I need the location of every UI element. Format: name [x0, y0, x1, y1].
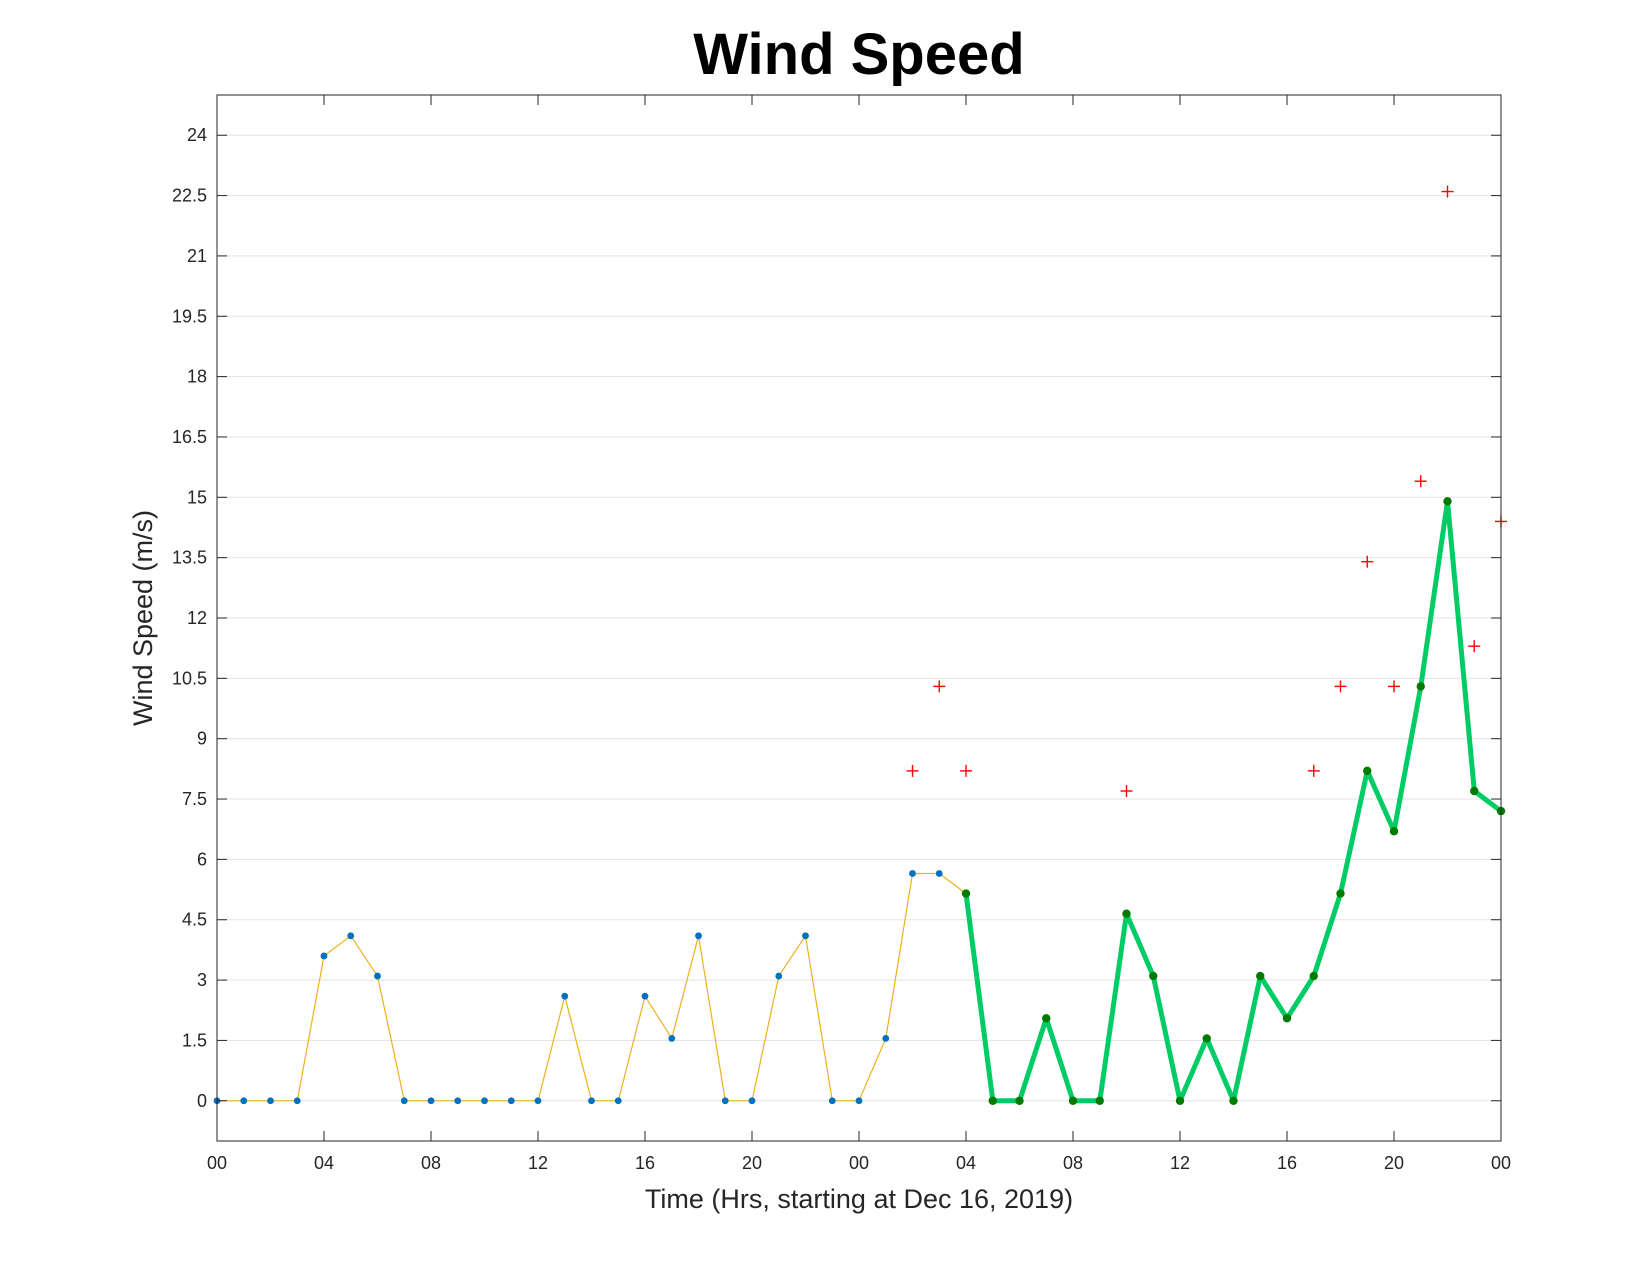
x-tick-label: 16	[1277, 1153, 1297, 1173]
y-tick-label: 16.5	[172, 427, 207, 447]
x-tick-label: 12	[1170, 1153, 1190, 1173]
y-tick-label: 22.5	[172, 186, 207, 206]
forecast-point-marker	[1470, 786, 1479, 796]
forecast-point-marker	[1282, 1014, 1292, 1023]
y-tick-label: 13.5	[172, 548, 207, 568]
observed-point-marker	[561, 992, 569, 1000]
x-tick-label: 08	[421, 1153, 441, 1173]
observed-point-marker	[427, 1097, 435, 1105]
forecast-point-marker	[1042, 1014, 1051, 1023]
x-tick-label: 00	[207, 1153, 227, 1173]
observed-point-marker	[748, 1097, 756, 1105]
observed-point-marker	[240, 1097, 248, 1105]
forecast-point-marker	[961, 889, 971, 898]
forecast-plus-marker	[906, 764, 919, 777]
x-axis-label: Time (Hrs, starting at Dec 16, 2019)	[645, 1184, 1073, 1214]
observed-point-marker	[454, 1097, 462, 1105]
observed-point-marker	[400, 1097, 408, 1105]
forecast-point-marker	[1443, 497, 1452, 506]
forecast-point-marker	[1336, 889, 1345, 898]
observed-point-marker	[614, 1097, 622, 1105]
y-tick-label: 4.5	[182, 910, 207, 930]
observed-point-marker	[668, 1035, 676, 1042]
forecast-point-marker	[988, 1096, 997, 1105]
chart-title: Wind Speed	[693, 22, 1024, 87]
forecast-plus-marker	[1307, 764, 1320, 777]
forecast-plus-marker	[1441, 185, 1454, 198]
forecast-point-marker	[1309, 971, 1318, 981]
y-tick-label: 1.5	[182, 1030, 207, 1050]
forecast-plus-marker	[1334, 680, 1347, 693]
observed-point-marker	[855, 1097, 863, 1105]
x-tick-label: 00	[849, 1153, 869, 1173]
forecast-point-marker	[1256, 971, 1265, 981]
observed-point-marker	[588, 1097, 595, 1105]
y-tick-label: 24	[187, 125, 207, 145]
series-layer	[213, 185, 1507, 1105]
y-tick-label: 19.5	[172, 306, 207, 326]
observed-point-marker	[347, 932, 355, 940]
observed-point-marker	[909, 870, 916, 877]
y-tick-label: 10.5	[172, 668, 207, 688]
x-tick-label: 04	[956, 1153, 976, 1173]
axis-ticks: 0 1.5 3 4.5 6 7.5 9 10.5 12 13.5 15 16.5 18 19.5 21 22.…	[172, 95, 1511, 1173]
forecast-point-marker	[1149, 971, 1158, 981]
y-tick-label: 12	[187, 608, 207, 628]
observed-point-marker	[935, 870, 943, 877]
x-tick-label: 00	[1491, 1153, 1511, 1173]
observed-point-marker	[293, 1097, 301, 1105]
observed-point-marker	[695, 932, 702, 940]
grid-lines	[217, 134, 1501, 1102]
forecast-plus-marker	[1120, 784, 1133, 797]
forecast-plus-marker	[1468, 640, 1481, 653]
observed-point-marker	[802, 932, 809, 940]
observed-point-marker	[641, 992, 649, 1000]
forecast-point-marker	[1202, 1034, 1211, 1043]
forecast-point-marker	[1363, 766, 1372, 776]
forecast-plus-marker	[960, 764, 972, 777]
y-tick-label: 15	[187, 487, 207, 507]
y-tick-label: 0	[197, 1091, 207, 1111]
observed-point-marker	[374, 972, 381, 980]
y-tick-label: 7.5	[182, 789, 207, 809]
observed-point-marker	[721, 1097, 729, 1105]
forecast-point-marker	[1015, 1096, 1024, 1105]
x-tick-label: 08	[1063, 1153, 1083, 1173]
observed-point-marker	[481, 1097, 488, 1105]
observed-point-marker	[828, 1097, 836, 1105]
forecast-point-marker	[1229, 1096, 1238, 1105]
y-tick-label: 18	[187, 367, 207, 387]
x-tick-label: 16	[635, 1153, 655, 1173]
observed-point-marker	[534, 1097, 542, 1105]
forecast-point-marker	[1068, 1096, 1078, 1105]
y-tick-label: 6	[197, 849, 207, 869]
forecast-plus-marker	[1361, 555, 1374, 568]
observed-point-marker	[882, 1035, 890, 1042]
forecast-point-marker	[1095, 1096, 1104, 1105]
x-tick-label: 12	[528, 1153, 548, 1173]
forecast-plus-marker	[1414, 475, 1427, 488]
y-tick-label: 3	[197, 970, 207, 990]
forecast-point-marker	[1122, 909, 1131, 918]
y-axis-label: Wind Speed (m/s)	[128, 510, 158, 726]
forecast-plus-marker	[1388, 680, 1400, 693]
observed-point-marker	[320, 952, 328, 960]
y-tick-label: 21	[187, 246, 207, 266]
observed-point-marker	[507, 1097, 515, 1105]
forecast-point-marker	[1175, 1096, 1185, 1105]
observed-point-marker	[267, 1097, 274, 1105]
forecast-point-marker	[1416, 682, 1425, 691]
forecast-plus-marker	[933, 680, 946, 693]
x-tick-label: 04	[314, 1153, 334, 1173]
x-tick-label: 20	[742, 1153, 762, 1173]
y-tick-label: 9	[197, 729, 207, 749]
forecast-point-marker	[1389, 827, 1399, 836]
x-tick-label: 20	[1384, 1153, 1404, 1173]
observed-point-marker	[775, 972, 783, 980]
